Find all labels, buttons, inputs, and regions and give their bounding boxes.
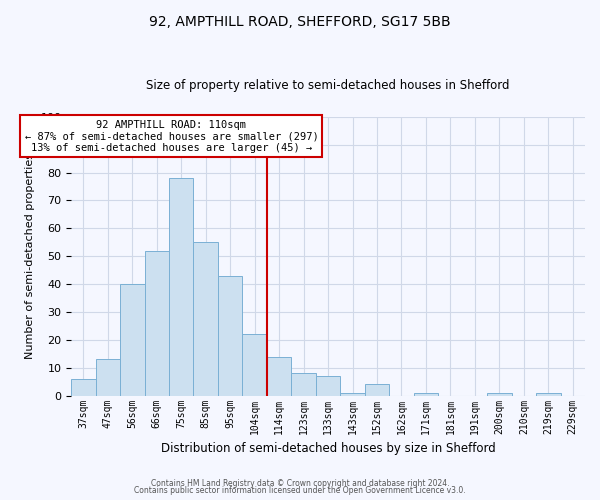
Text: 92 AMPTHILL ROAD: 110sqm
← 87% of semi-detached houses are smaller (297)
13% of : 92 AMPTHILL ROAD: 110sqm ← 87% of semi-d… bbox=[25, 120, 318, 153]
Bar bbox=[193, 242, 218, 396]
Bar bbox=[145, 250, 169, 396]
Bar bbox=[292, 374, 316, 396]
Bar bbox=[413, 393, 438, 396]
Bar bbox=[536, 393, 560, 396]
Bar bbox=[95, 360, 120, 396]
Title: Size of property relative to semi-detached houses in Shefford: Size of property relative to semi-detach… bbox=[146, 79, 510, 92]
Y-axis label: Number of semi-detached properties: Number of semi-detached properties bbox=[25, 153, 35, 359]
Text: Contains HM Land Registry data © Crown copyright and database right 2024.: Contains HM Land Registry data © Crown c… bbox=[151, 478, 449, 488]
Text: 92, AMPTHILL ROAD, SHEFFORD, SG17 5BB: 92, AMPTHILL ROAD, SHEFFORD, SG17 5BB bbox=[149, 15, 451, 29]
Bar bbox=[242, 334, 267, 396]
Bar bbox=[340, 393, 365, 396]
Bar bbox=[218, 276, 242, 396]
Bar bbox=[120, 284, 145, 396]
Text: Contains public sector information licensed under the Open Government Licence v3: Contains public sector information licen… bbox=[134, 486, 466, 495]
Bar bbox=[71, 379, 95, 396]
Bar bbox=[169, 178, 193, 396]
Bar bbox=[267, 356, 292, 396]
X-axis label: Distribution of semi-detached houses by size in Shefford: Distribution of semi-detached houses by … bbox=[161, 442, 496, 455]
Bar bbox=[316, 376, 340, 396]
Bar bbox=[487, 393, 512, 396]
Bar bbox=[365, 384, 389, 396]
